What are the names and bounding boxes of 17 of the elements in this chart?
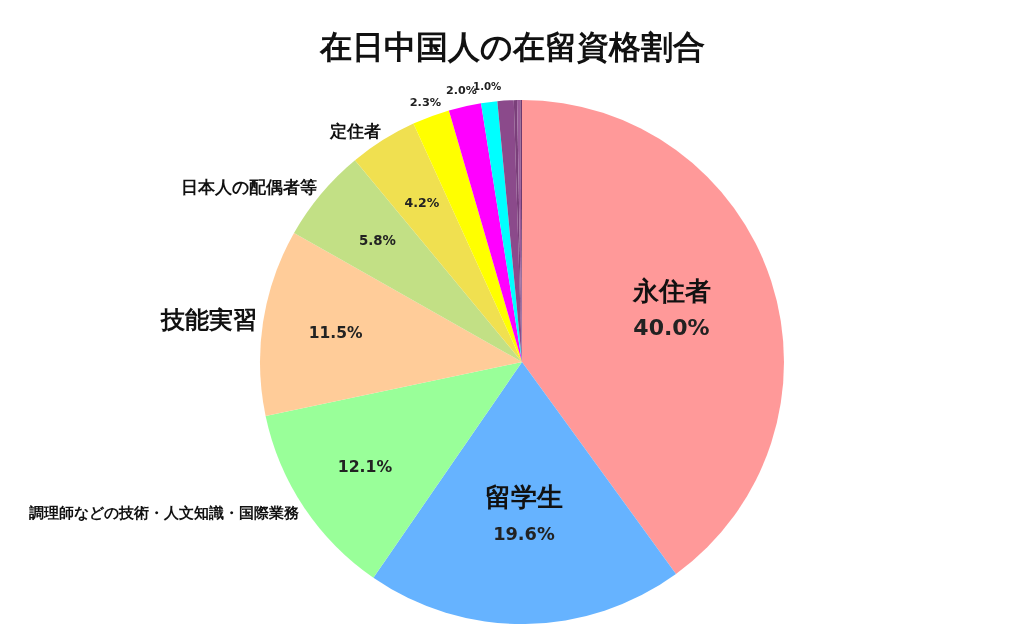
data-label: 2.3% <box>409 94 442 109</box>
pie-slice <box>260 232 522 416</box>
slice-label: 調理師などの技術・人文知識・国際業務 <box>29 504 301 523</box>
slice-label: 定住者 <box>329 121 382 142</box>
slice-label: 永住者 <box>631 276 711 307</box>
pie-slice <box>481 101 522 362</box>
data-label: 5.8% <box>358 233 396 249</box>
data-label: 40.0% <box>633 314 710 340</box>
data-label: 4.2% <box>404 194 440 210</box>
slice-label: 技能実習 <box>159 306 257 335</box>
chart-title: 在日中国人の在留資格割合 <box>318 27 706 68</box>
data-label: 19.6% <box>493 522 555 544</box>
data-label: 12.1% <box>337 457 393 477</box>
slice-label: 日本人の配偶者等 <box>181 177 318 197</box>
pie-slice <box>448 103 522 362</box>
slice-label: 留学生 <box>484 482 563 513</box>
data-label: 11.5% <box>308 324 363 343</box>
